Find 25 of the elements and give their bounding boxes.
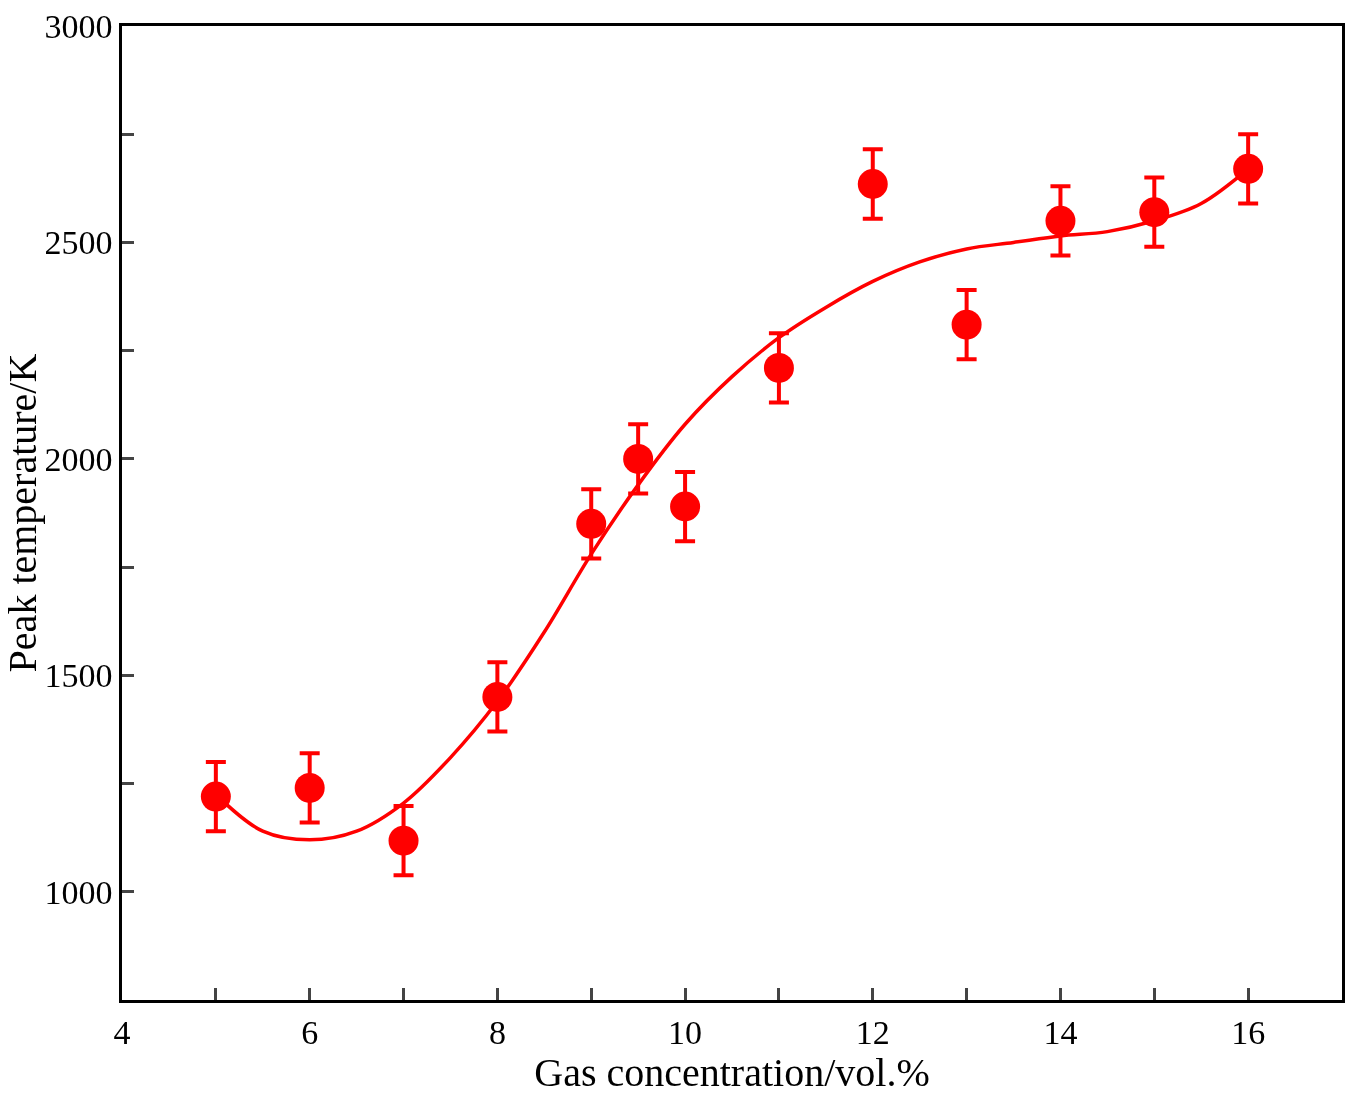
y-tick-label: 1500 (44, 657, 113, 695)
point (951, 309, 982, 340)
point (1045, 205, 1076, 236)
point (1233, 153, 1264, 184)
point (857, 169, 888, 199)
x-tick-label: 16 (1231, 1013, 1266, 1051)
point (763, 352, 794, 383)
x-tick-label: 14 (1043, 1013, 1078, 1051)
x-tick-label: 6 (301, 1013, 319, 1051)
x-tick-label: 12 (855, 1013, 890, 1051)
x-axis-title: Gas concentration/vol.% (534, 1050, 930, 1095)
y-tick-label: 1000 (44, 873, 113, 911)
x-tick-label: 4 (113, 1013, 131, 1051)
y-tick-label: 3000 (44, 7, 113, 45)
y-tick-label: 2000 (44, 440, 113, 478)
y-tick-label: 2500 (44, 224, 113, 262)
point (670, 491, 701, 522)
point (200, 781, 231, 812)
point (576, 508, 607, 539)
point (623, 443, 654, 474)
x-tick-label: 10 (668, 1013, 703, 1051)
y-axis-title: Peak temperature/K (0, 353, 45, 673)
x-tick-label: 8 (488, 1013, 506, 1051)
point (388, 825, 419, 856)
point (294, 772, 325, 803)
